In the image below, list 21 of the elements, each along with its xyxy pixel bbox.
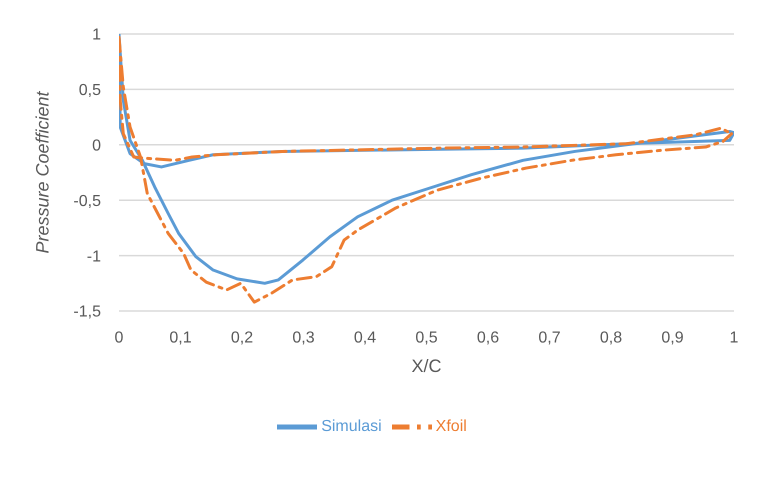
y-tick-label: 1 bbox=[92, 26, 102, 44]
y-tick-label: 0 bbox=[92, 137, 102, 154]
x-tick-label: 0,9 bbox=[661, 329, 684, 346]
x-tick-label: 0 bbox=[114, 329, 124, 346]
x-tick-label: 0,4 bbox=[354, 329, 376, 346]
x-tick-label: 0,2 bbox=[230, 329, 254, 346]
legend-label: Xfoil bbox=[436, 418, 467, 436]
x-tick-label: 0,3 bbox=[292, 329, 315, 346]
x-axis-title: X/C bbox=[411, 356, 442, 376]
x-tick-label: 0,7 bbox=[538, 329, 561, 346]
y-tick-label: -0,5 bbox=[73, 192, 102, 210]
y-axis-title: Pressure Coefficient bbox=[32, 90, 52, 254]
x-tick-label: 1 bbox=[730, 329, 739, 346]
x-tick-label: 0,1 bbox=[169, 329, 192, 346]
x-tick-label: 0,8 bbox=[600, 329, 622, 346]
y-tick-label: -1,5 bbox=[73, 304, 102, 321]
x-tick-label: 0,6 bbox=[476, 329, 500, 346]
y-tick-label: 0,5 bbox=[78, 82, 102, 100]
legend-label: Simulasi bbox=[321, 418, 382, 436]
y-tick-label: -1 bbox=[86, 248, 102, 266]
x-tick-label: 0,5 bbox=[415, 329, 438, 346]
